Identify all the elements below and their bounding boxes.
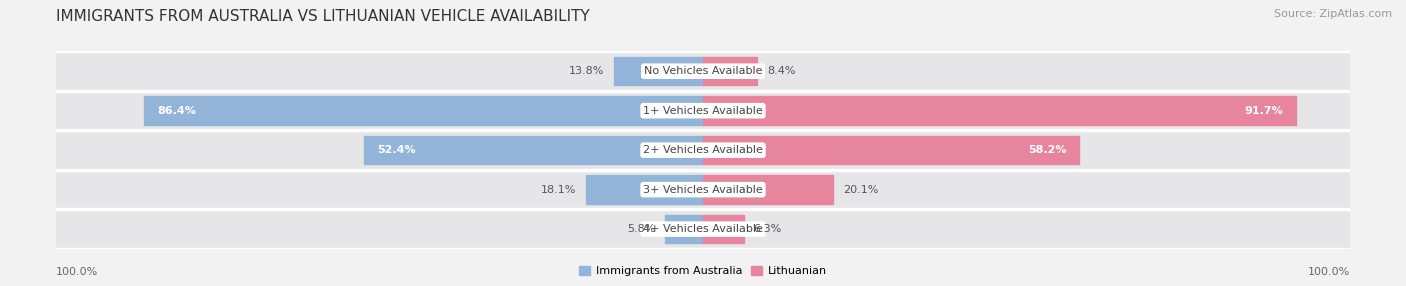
Bar xyxy=(145,96,703,125)
Text: 8.4%: 8.4% xyxy=(768,66,796,76)
Bar xyxy=(56,130,1350,170)
Text: 86.4%: 86.4% xyxy=(157,106,195,116)
Text: 2+ Vehicles Available: 2+ Vehicles Available xyxy=(643,145,763,155)
Bar xyxy=(703,175,832,204)
Text: 3+ Vehicles Available: 3+ Vehicles Available xyxy=(643,185,763,194)
Bar xyxy=(703,96,1296,125)
Text: 1+ Vehicles Available: 1+ Vehicles Available xyxy=(643,106,763,116)
Bar xyxy=(56,91,1350,130)
Bar xyxy=(56,170,1350,209)
Text: No Vehicles Available: No Vehicles Available xyxy=(644,66,762,76)
Text: 100.0%: 100.0% xyxy=(56,267,98,277)
Text: 52.4%: 52.4% xyxy=(377,145,416,155)
Bar xyxy=(665,215,703,243)
Text: 18.1%: 18.1% xyxy=(541,185,576,194)
Bar xyxy=(56,51,1350,91)
Text: 5.8%: 5.8% xyxy=(627,224,655,234)
Bar xyxy=(56,209,1350,249)
Text: Source: ZipAtlas.com: Source: ZipAtlas.com xyxy=(1274,9,1392,19)
Bar xyxy=(703,57,758,86)
Text: 4+ Vehicles Available: 4+ Vehicles Available xyxy=(643,224,763,234)
Bar xyxy=(364,136,703,164)
Text: IMMIGRANTS FROM AUSTRALIA VS LITHUANIAN VEHICLE AVAILABILITY: IMMIGRANTS FROM AUSTRALIA VS LITHUANIAN … xyxy=(56,9,591,23)
Text: 20.1%: 20.1% xyxy=(842,185,879,194)
Text: 91.7%: 91.7% xyxy=(1244,106,1284,116)
Bar xyxy=(703,215,744,243)
Text: 13.8%: 13.8% xyxy=(568,66,605,76)
Text: 100.0%: 100.0% xyxy=(1308,267,1350,277)
Bar xyxy=(703,136,1080,164)
Bar xyxy=(614,57,703,86)
Text: 58.2%: 58.2% xyxy=(1028,145,1067,155)
Bar xyxy=(586,175,703,204)
Legend: Immigrants from Australia, Lithuanian: Immigrants from Australia, Lithuanian xyxy=(575,261,831,281)
Text: 6.3%: 6.3% xyxy=(754,224,782,234)
